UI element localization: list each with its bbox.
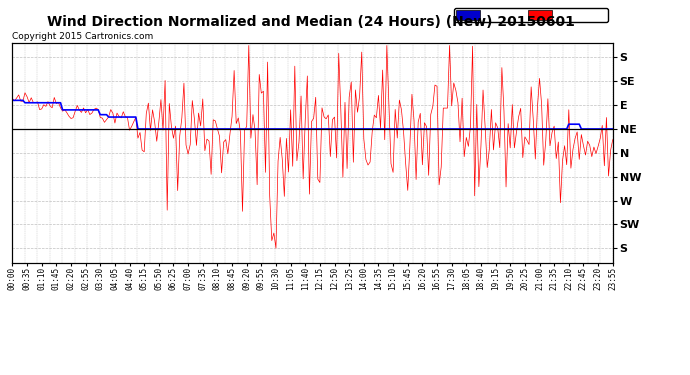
Text: Copyright 2015 Cartronics.com: Copyright 2015 Cartronics.com	[12, 32, 154, 41]
Legend: Average, Direction: Average, Direction	[454, 9, 608, 22]
Text: Wind Direction Normalized and Median (24 Hours) (New) 20150601: Wind Direction Normalized and Median (24…	[46, 15, 575, 29]
